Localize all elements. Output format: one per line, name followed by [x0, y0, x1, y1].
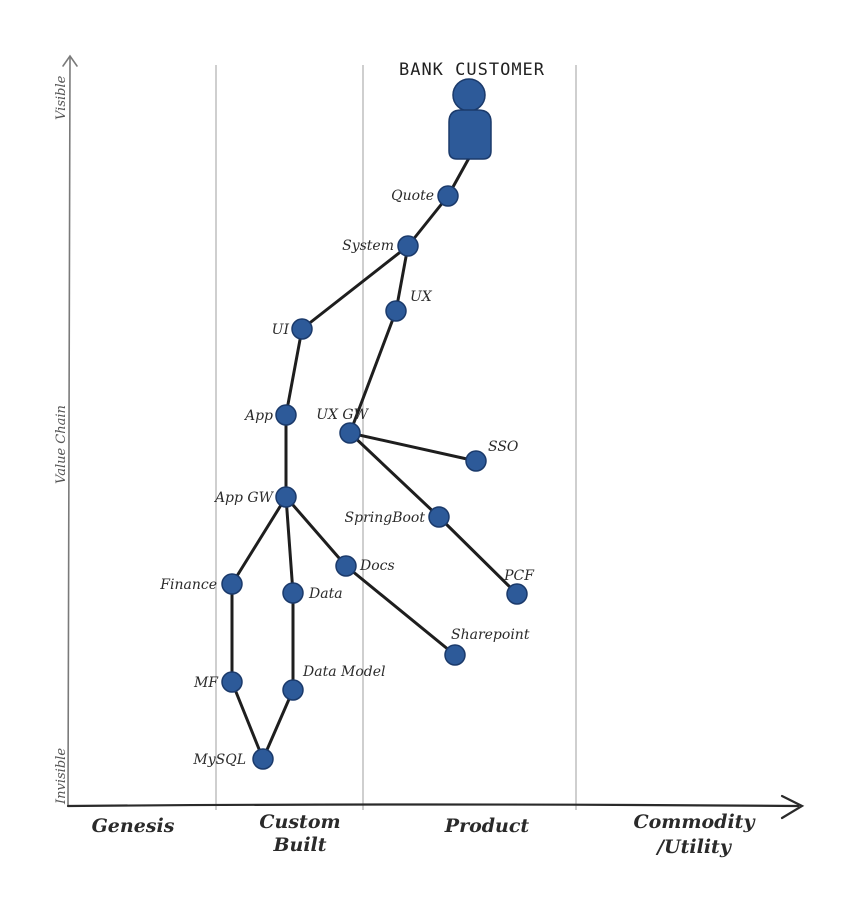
node-sharepoint-label: Sharepoint — [451, 627, 530, 643]
edges-layer — [230, 156, 519, 761]
stage-commodity-label: Commodity — [634, 811, 757, 833]
node-ui-label: UI — [272, 322, 290, 338]
x-axis-arrowhead — [780, 794, 805, 820]
node-pcf-label: PCF — [503, 568, 535, 584]
node-mysql[interactable]: MySQL — [192, 748, 274, 770]
node-uxgw-label: UX GW — [316, 407, 369, 423]
edge-appgw-docs — [284, 495, 348, 568]
stage-commodity-label-line2: /Utility — [655, 836, 733, 858]
y-axis — [67, 57, 71, 806]
node-springboot-label: SpringBoot — [345, 510, 426, 526]
node-springboot-dot[interactable] — [428, 506, 450, 528]
map-title: BANK CUSTOMER — [399, 60, 545, 80]
node-mf-label: MF — [193, 675, 219, 691]
node-datamodel-label: Data Model — [302, 664, 385, 680]
node-quote-label: Quote — [391, 188, 434, 204]
node-data-dot[interactable] — [282, 582, 304, 604]
node-pcf-dot[interactable] — [506, 583, 528, 605]
y-axis-arrowhead — [62, 54, 78, 67]
node-system-dot[interactable] — [397, 235, 419, 257]
node-docs-label: Docs — [359, 558, 395, 574]
node-springboot[interactable]: SpringBoot — [345, 506, 450, 528]
node-appgw-dot[interactable] — [275, 486, 297, 508]
edge-appgw-finance — [230, 495, 288, 586]
edge-docs-sharepoint — [344, 564, 457, 657]
node-quote-dot[interactable] — [437, 185, 459, 207]
edge-uxgw-springboot — [348, 431, 441, 519]
node-quote[interactable]: Quote — [391, 185, 459, 207]
node-ui-dot[interactable] — [291, 318, 313, 340]
nodes-layer: Quote System UI UX App UX GW SSO App GW SpringBo… — [159, 185, 535, 770]
node-app[interactable]: App — [243, 404, 297, 426]
node-system-label: System — [342, 238, 394, 254]
node-system[interactable]: System — [342, 235, 419, 257]
node-ux-dot[interactable] — [385, 300, 407, 322]
node-uxgw-dot[interactable] — [339, 422, 361, 444]
node-app-dot[interactable] — [275, 404, 297, 426]
node-sso-label: SSO — [488, 439, 519, 455]
edge-system-ux — [394, 244, 410, 313]
node-uxgw[interactable]: UX GW — [316, 407, 370, 444]
node-ui[interactable]: UI — [272, 318, 313, 340]
y-axis-visible-label: Visible — [54, 75, 69, 120]
node-data[interactable]: Data — [282, 582, 343, 604]
stage-product-label: Product — [444, 815, 530, 837]
node-mf-dot[interactable] — [221, 671, 243, 693]
edge-mf-mysql — [230, 680, 265, 761]
node-data-label: Data — [308, 586, 343, 602]
node-sharepoint[interactable]: Sharepoint — [444, 627, 530, 666]
y-axis-invisible-label: Invisible — [54, 748, 69, 805]
stage-custom-label-line2: Built — [272, 834, 326, 856]
edge-ux-uxgw — [348, 309, 398, 435]
stage-genesis-label: Genesis — [92, 815, 175, 837]
edge-ui-app — [284, 327, 304, 417]
edge-appgw-data — [284, 495, 295, 595]
y-axis-value-chain-label: Value Chain — [54, 405, 69, 484]
node-datamodel[interactable]: Data Model — [282, 664, 385, 701]
node-ux[interactable]: UX — [385, 289, 433, 322]
node-docs-dot[interactable] — [335, 555, 357, 577]
node-finance[interactable]: Finance — [159, 573, 243, 595]
node-docs[interactable]: Docs — [335, 555, 395, 577]
node-finance-label: Finance — [159, 577, 217, 593]
node-datamodel-dot[interactable] — [282, 679, 304, 701]
node-appgw[interactable]: App GW — [213, 486, 297, 508]
bank-customer-user-icon — [448, 78, 492, 160]
edge-datamodel-mysql — [261, 688, 295, 761]
edge-uxgw-sso — [348, 431, 478, 463]
node-sso[interactable]: SSO — [465, 439, 519, 472]
edge-springboot-pcf — [437, 515, 519, 596]
node-finance-dot[interactable] — [221, 573, 243, 595]
node-mysql-label: MySQL — [192, 752, 246, 768]
node-sso-dot[interactable] — [465, 450, 487, 472]
node-sharepoint-dot[interactable] — [444, 644, 466, 666]
node-mysql-dot[interactable] — [252, 748, 274, 770]
edge-system-ui — [300, 244, 410, 331]
node-ux-label: UX — [410, 289, 433, 305]
node-app-label: App — [243, 408, 273, 424]
node-appgw-label: App GW — [213, 490, 275, 506]
node-mf[interactable]: MF — [193, 671, 243, 693]
stage-custom-label: Custom — [259, 811, 340, 833]
node-pcf[interactable]: PCF — [503, 568, 535, 605]
x-axis — [66, 803, 800, 808]
